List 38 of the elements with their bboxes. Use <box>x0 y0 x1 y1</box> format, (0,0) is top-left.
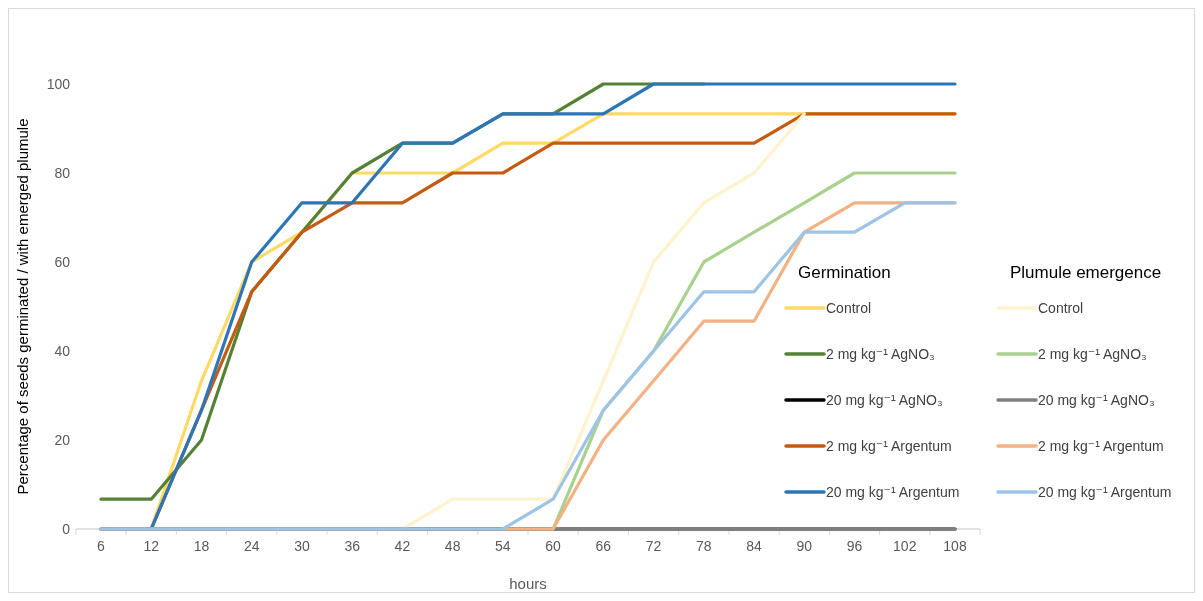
text: Plumule emergence <box>1010 263 1162 282</box>
y-tick-label: 100 <box>46 75 71 92</box>
legend-label: Control <box>826 299 872 316</box>
x-tick-label: 60 <box>545 538 562 554</box>
x-tick-label: 72 <box>645 538 662 554</box>
legend-label: 20 mg kg⁻¹ AgNO₃ <box>826 391 943 408</box>
x-tick-label: 84 <box>746 538 763 554</box>
x-tick-label: 54 <box>495 538 511 554</box>
y-axis-title: Percentage of seeds germinated / with emerged plumule <box>14 118 31 495</box>
legend-label: 2 mg kg⁻¹ Argentum <box>1038 437 1164 454</box>
x-tick-label: 18 <box>193 538 210 554</box>
x-tick-label: 66 <box>595 538 612 554</box>
legend-label: 20 mg kg⁻¹ Argentum <box>826 483 960 500</box>
x-tick-label: 42 <box>394 538 411 554</box>
x-tick-label: 36 <box>344 538 361 554</box>
x-tick-label: 24 <box>243 538 260 554</box>
y-tick-label: 60 <box>54 253 71 270</box>
legend-label: Control <box>1038 299 1084 316</box>
x-tick-label: 108 <box>943 538 967 554</box>
annotation: Germination <box>798 263 891 282</box>
x-tick-label: 48 <box>444 538 461 554</box>
x-tick-label: 90 <box>796 538 813 554</box>
legend-label: 2 mg kg⁻¹ AgNO₃ <box>826 345 935 362</box>
legend-label: 2 mg kg⁻¹ Argentum <box>826 437 952 454</box>
x-tick-label: 30 <box>294 538 310 554</box>
legend-label: 20 mg kg⁻¹ AgNO₃ <box>1038 391 1155 408</box>
x-tick-label: 96 <box>846 538 863 554</box>
legend-label: 2 mg kg⁻¹ AgNO₃ <box>1038 345 1147 362</box>
x-axis-title: hours <box>509 575 547 592</box>
x-tick-label: 12 <box>143 538 160 554</box>
legend-label: 20 mg kg⁻¹ Argentum <box>1038 483 1172 500</box>
x-tick-label: 6 <box>97 538 106 554</box>
y-tick-label: 40 <box>54 342 71 359</box>
x-tick-label: 102 <box>893 538 917 554</box>
y-tick-label: 0 <box>62 520 71 537</box>
x-tick-label: 78 <box>696 538 712 554</box>
y-tick-label: 80 <box>54 164 71 181</box>
y-tick-label: 20 <box>54 431 71 448</box>
